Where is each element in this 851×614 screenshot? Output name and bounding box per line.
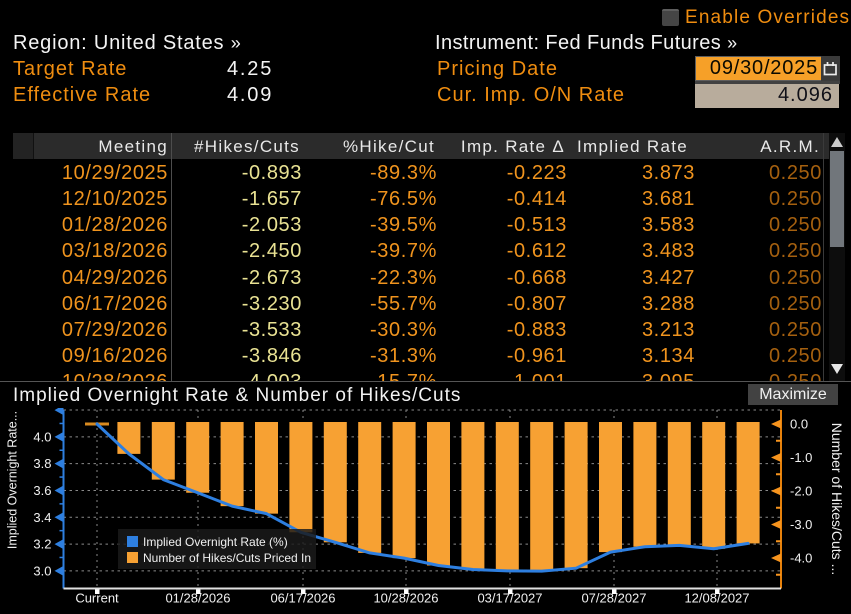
svg-text:Number of Hikes/Cuts Priced In: Number of Hikes/Cuts Priced In <box>143 551 311 565</box>
svg-text:12/08/2027: 12/08/2027 <box>684 591 749 606</box>
svg-text:3.4: 3.4 <box>33 510 51 525</box>
svg-text:03/17/2027: 03/17/2027 <box>477 591 542 606</box>
svg-text:3.2: 3.2 <box>33 537 51 552</box>
svg-text:01/28/2026: 01/28/2026 <box>165 591 230 606</box>
svg-text:0.0: 0.0 <box>790 417 808 432</box>
svg-text:Number of Hikes/Cuts ...: Number of Hikes/Cuts ... <box>829 423 845 576</box>
svg-text:-2.0: -2.0 <box>790 484 812 499</box>
svg-text:-3.0: -3.0 <box>790 517 812 532</box>
svg-text:-1.0: -1.0 <box>790 450 812 465</box>
svg-text:3.8: 3.8 <box>33 456 51 471</box>
svg-text:3.0: 3.0 <box>33 563 51 578</box>
svg-text:-4.0: -4.0 <box>790 551 812 566</box>
svg-text:3.6: 3.6 <box>33 483 51 498</box>
svg-text:Current: Current <box>75 591 119 606</box>
svg-text:07/28/2027: 07/28/2027 <box>581 591 646 606</box>
svg-text:4.0: 4.0 <box>33 429 51 444</box>
svg-text:Implied Overnight Rate (%): Implied Overnight Rate (%) <box>143 535 288 549</box>
svg-text:06/17/2026: 06/17/2026 <box>270 591 335 606</box>
svg-text:10/28/2026: 10/28/2026 <box>373 591 438 606</box>
svg-text:Implied Overnight Rate...: Implied Overnight Rate... <box>6 411 20 549</box>
